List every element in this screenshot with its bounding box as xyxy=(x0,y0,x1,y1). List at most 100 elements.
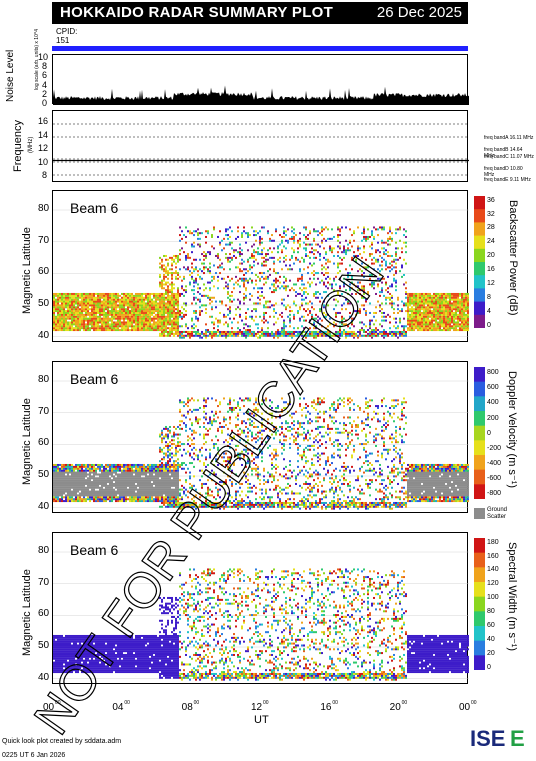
data-cell xyxy=(299,319,301,322)
data-cell xyxy=(407,317,409,320)
data-cell xyxy=(361,270,363,273)
data-cell xyxy=(329,237,331,240)
data-cell xyxy=(139,292,141,295)
data-cell xyxy=(115,298,117,301)
data-cell xyxy=(255,323,257,326)
data-cell xyxy=(101,473,103,476)
data-cell xyxy=(69,479,71,482)
data-cell xyxy=(223,334,225,337)
data-cell xyxy=(151,465,153,468)
data-cell xyxy=(257,291,259,294)
data-cell xyxy=(77,319,79,322)
data-cell xyxy=(113,321,115,324)
data-cell xyxy=(345,268,347,271)
data-cell xyxy=(425,296,427,299)
data-cell xyxy=(433,327,435,330)
data-cell xyxy=(61,317,63,320)
data-cell xyxy=(293,283,295,286)
data-cell xyxy=(127,306,129,309)
data-cell xyxy=(101,327,103,330)
data-cell xyxy=(55,490,57,493)
data-cell xyxy=(73,481,75,484)
data-cell xyxy=(93,321,95,324)
data-cell xyxy=(159,325,161,328)
data-cell xyxy=(259,294,261,297)
data-cell xyxy=(367,332,369,335)
data-cell xyxy=(427,302,429,305)
data-cell xyxy=(325,239,327,242)
data-cell xyxy=(327,313,329,316)
data-cell xyxy=(93,310,95,313)
data-cell xyxy=(69,327,71,330)
data-cell xyxy=(151,500,153,503)
data-cell xyxy=(59,315,61,318)
data-cell xyxy=(267,332,269,335)
data-cell xyxy=(125,327,127,330)
data-cell xyxy=(167,332,169,335)
data-cell xyxy=(57,469,59,472)
data-cell xyxy=(347,300,349,303)
data-cell xyxy=(161,471,163,474)
data-cell xyxy=(409,329,411,332)
data-cell xyxy=(211,334,213,337)
data-cell xyxy=(123,310,125,313)
data-cell xyxy=(457,300,459,303)
data-cell xyxy=(107,498,109,501)
data-cell xyxy=(135,315,137,318)
data-cell xyxy=(257,262,259,265)
data-cell xyxy=(315,291,317,294)
data-cell xyxy=(319,292,321,295)
data-cell xyxy=(175,501,177,504)
data-cell xyxy=(467,306,469,309)
data-cell xyxy=(321,325,323,328)
data-cell xyxy=(67,479,69,482)
data-cell xyxy=(143,481,145,484)
data-cell xyxy=(135,319,137,322)
data-cell xyxy=(431,302,433,305)
data-cell xyxy=(105,304,107,307)
data-cell xyxy=(165,452,167,455)
data-cell xyxy=(85,319,87,322)
data-cell xyxy=(59,475,61,478)
data-cell xyxy=(393,334,395,337)
data-cell xyxy=(313,332,315,335)
data-cell xyxy=(395,254,397,257)
data-cell xyxy=(193,323,195,326)
data-cell xyxy=(399,332,401,335)
data-cell xyxy=(159,490,161,493)
data-cell xyxy=(97,479,99,482)
data-cell xyxy=(109,490,111,493)
data-cell xyxy=(159,467,161,470)
data-cell xyxy=(57,500,59,503)
data-cell xyxy=(115,327,117,330)
data-cell xyxy=(161,501,163,504)
data-cell xyxy=(171,272,173,275)
data-cell xyxy=(303,268,305,271)
data-cell xyxy=(267,249,269,252)
data-cell xyxy=(211,234,213,237)
data-cell xyxy=(447,304,449,307)
data-cell xyxy=(87,310,89,313)
data-cell xyxy=(119,317,121,320)
data-cell xyxy=(151,300,153,303)
data-cell xyxy=(443,321,445,324)
data-cell xyxy=(349,311,351,314)
data-cell xyxy=(69,486,71,489)
data-cell xyxy=(167,270,169,273)
data-cell xyxy=(163,465,165,468)
data-cell xyxy=(371,230,373,233)
data-cell xyxy=(167,304,169,307)
data-cell xyxy=(89,492,91,495)
data-cell xyxy=(369,273,371,276)
data-cell xyxy=(319,254,321,257)
data-cell xyxy=(97,481,99,484)
data-cell xyxy=(179,253,181,256)
data-cell xyxy=(375,330,377,333)
data-cell xyxy=(447,302,449,305)
data-cell xyxy=(167,313,169,316)
data-cell xyxy=(147,327,149,330)
data-cell xyxy=(419,311,421,314)
data-cell xyxy=(161,458,163,461)
data-cell xyxy=(101,494,103,497)
data-cell xyxy=(291,247,293,250)
